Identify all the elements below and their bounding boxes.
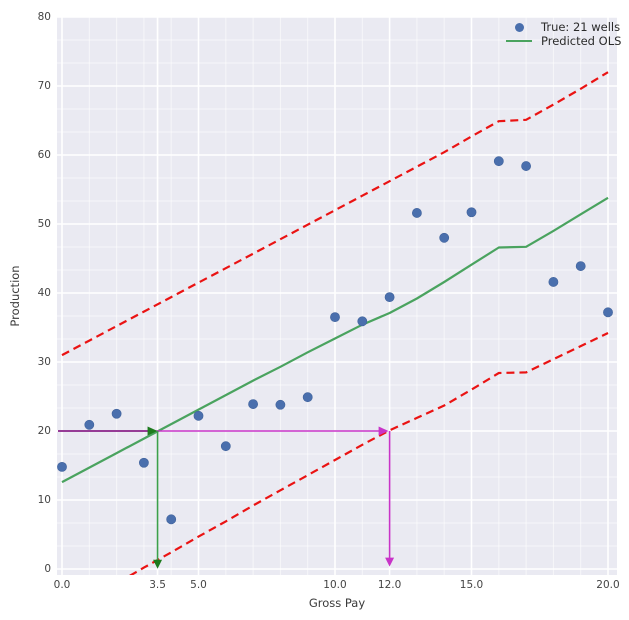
well-point <box>603 307 613 318</box>
legend-label-true-wells: True: 21 wells <box>541 20 621 34</box>
x-axis-title: Gross Pay <box>308 596 366 610</box>
legend: True: 21 wells Predicted OLS <box>497 20 621 48</box>
x-tick-label: 3.5 <box>149 579 166 591</box>
well-point <box>220 441 231 452</box>
well-point <box>111 408 122 419</box>
legend-marker-area <box>497 39 541 43</box>
well-point <box>275 399 286 410</box>
y-tick-label: 20 <box>37 425 51 437</box>
well-point <box>84 419 95 430</box>
x-tick-label: 20.0 <box>596 579 620 591</box>
arrowhead-right-icon <box>378 426 389 436</box>
arrowhead-down-icon <box>153 559 163 569</box>
legend-item-true-wells: True: 21 wells <box>497 20 621 34</box>
well-point <box>302 392 313 403</box>
y-tick-label: 80 <box>37 11 51 23</box>
y-tick-label: 0 <box>44 563 51 575</box>
legend-label-predicted-ols: Predicted OLS <box>541 34 622 48</box>
line-marker-icon <box>506 39 532 43</box>
y-tick-label: 30 <box>37 356 51 368</box>
well-point <box>411 208 422 218</box>
plot-area <box>57 17 617 575</box>
legend-marker-area <box>497 22 541 32</box>
y-tick-label: 40 <box>37 287 51 299</box>
well-point <box>193 410 204 421</box>
scatter-marker-icon <box>514 22 524 32</box>
well-point <box>138 457 149 468</box>
well-point <box>166 514 177 525</box>
well-point <box>248 399 258 409</box>
x-tick-label: 15.0 <box>459 579 484 591</box>
x-tick-label: 12.0 <box>377 579 402 591</box>
arrowhead-down-icon <box>385 557 395 567</box>
x-tick-label: 10.0 <box>323 579 347 591</box>
well-point <box>57 461 67 472</box>
well-point <box>439 232 450 243</box>
well-point <box>575 261 586 271</box>
arrowhead-right-icon <box>147 426 158 436</box>
y-tick-label: 10 <box>37 494 51 506</box>
well-point <box>357 316 368 327</box>
lower-bound-line <box>129 332 609 575</box>
x-tick-label: 5.0 <box>190 579 207 591</box>
well-point <box>493 156 504 167</box>
legend-item-predicted-ols: Predicted OLS <box>497 34 621 48</box>
well-point <box>548 277 559 287</box>
ols-line <box>61 196 609 484</box>
y-tick-label: 60 <box>37 149 51 161</box>
x-tick-label: 0.0 <box>53 579 71 591</box>
well-point <box>466 207 477 218</box>
upper-bound-line <box>61 71 609 357</box>
well-point <box>384 292 395 303</box>
well-point <box>521 161 531 171</box>
well-point <box>330 312 340 323</box>
y-tick-label: 70 <box>37 80 51 92</box>
y-tick-label: 50 <box>37 218 51 230</box>
